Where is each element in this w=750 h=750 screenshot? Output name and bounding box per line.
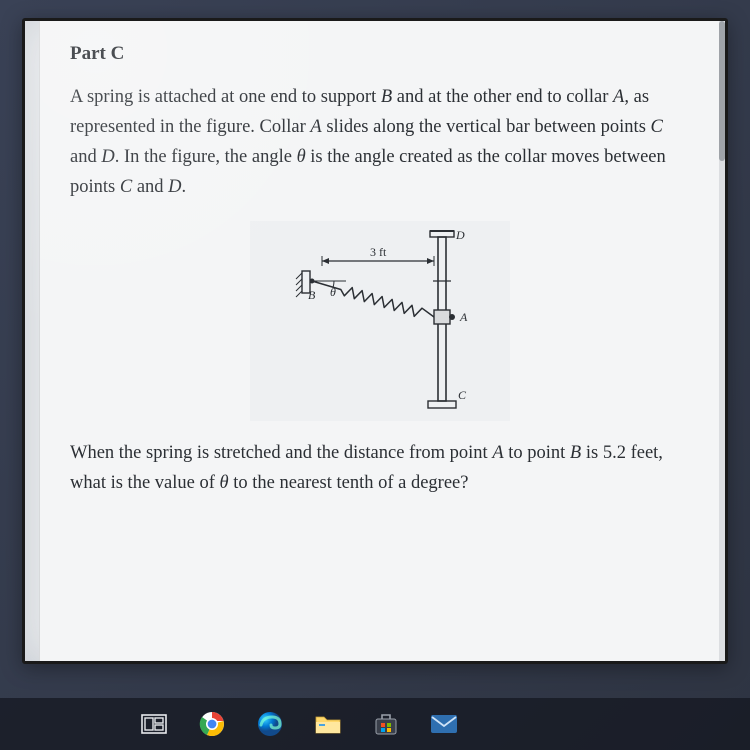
var-theta: θ	[297, 147, 306, 167]
monitor-screen: Part C A spring is attached at one end t…	[22, 18, 728, 664]
var-D: D	[101, 147, 114, 167]
text: When the spring is stretched and the dis…	[70, 443, 492, 463]
spring-diagram: B D C A 3 ft θ	[250, 221, 510, 421]
svg-text:C: C	[458, 388, 467, 402]
var-A: A	[613, 87, 624, 107]
var-C: C	[651, 117, 663, 137]
text: slides along the vertical bar between po…	[322, 117, 651, 137]
text: A spring is attached at one end to suppo…	[70, 87, 381, 107]
var-A: A	[492, 443, 503, 463]
var-B: B	[570, 443, 581, 463]
svg-text:B: B	[308, 288, 316, 302]
text: and	[132, 177, 168, 197]
scrollbar-track[interactable]	[719, 21, 725, 661]
text: . In the figure, the angle	[115, 147, 297, 167]
svg-text:3 ft: 3 ft	[370, 245, 387, 259]
figure-container: B D C A 3 ft θ	[70, 221, 689, 421]
problem-paragraph-2: When the spring is stretched and the dis…	[70, 439, 689, 499]
text: .	[182, 177, 187, 197]
chrome-icon[interactable]	[198, 710, 226, 738]
svg-text:θ: θ	[330, 285, 336, 299]
taskbar	[0, 698, 750, 750]
scrollbar-thumb[interactable]	[719, 21, 725, 161]
svg-text:A: A	[459, 310, 468, 324]
edge-icon[interactable]	[256, 710, 284, 738]
svg-text:D: D	[455, 228, 465, 242]
var-D: D	[168, 177, 181, 197]
store-icon[interactable]	[372, 710, 400, 738]
part-heading: Part C	[70, 43, 689, 65]
text: to point	[504, 443, 570, 463]
mail-icon[interactable]	[430, 710, 458, 738]
var-B: B	[381, 87, 392, 107]
text: to the nearest tenth of a degree?	[229, 473, 469, 493]
document-page: Part C A spring is attached at one end t…	[39, 21, 719, 661]
explorer-icon[interactable]	[314, 710, 342, 738]
var-theta: θ	[220, 473, 229, 493]
var-C: C	[120, 177, 132, 197]
text: and at the other end to collar	[392, 87, 613, 107]
problem-paragraph-1: A spring is attached at one end to suppo…	[70, 83, 689, 203]
text: and	[70, 147, 101, 167]
var-A: A	[310, 117, 321, 137]
task-view-icon[interactable]	[140, 710, 168, 738]
